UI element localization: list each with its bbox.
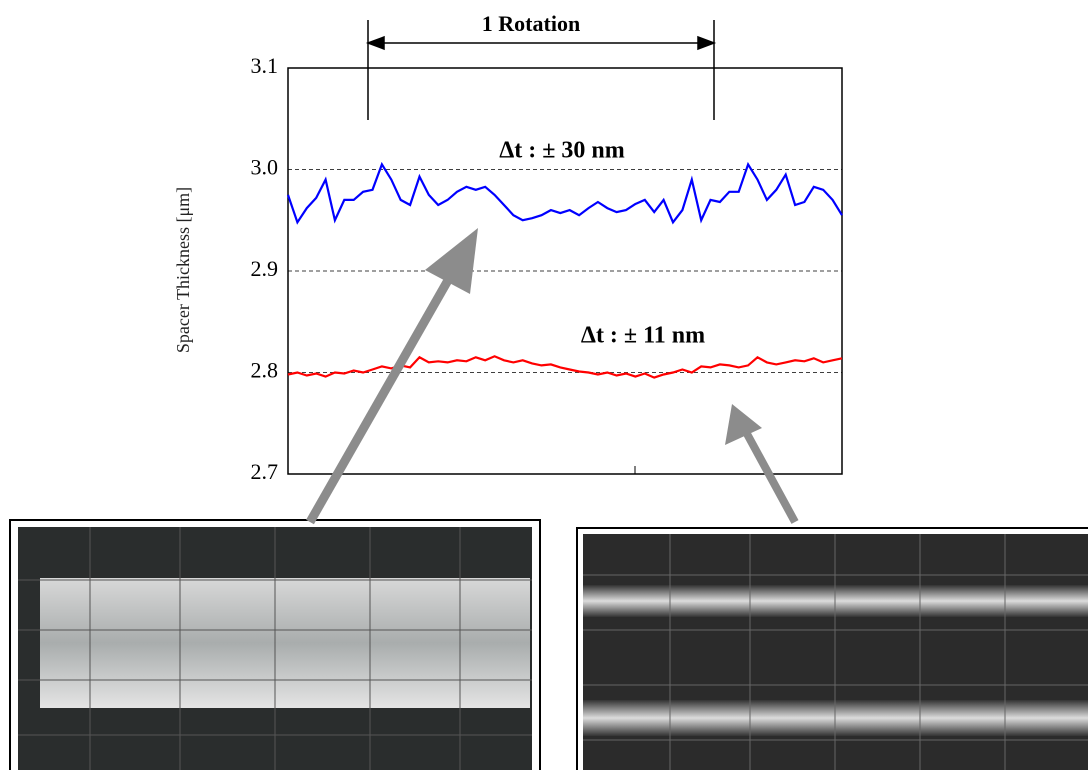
series-line: [287, 355, 843, 379]
y-axis-label: Spacer Thickness [μm]: [173, 187, 193, 353]
rotation-marker: [365, 20, 717, 120]
annotation: 1 Rotation: [482, 11, 580, 36]
plot: 2.7 2.8 2.9 3.0 3.1: [251, 53, 843, 484]
annotation: Δt : ± 30 nm: [499, 138, 625, 164]
scope-photo-right: [576, 527, 1088, 770]
pointer-arrows: [306, 228, 799, 525]
y-tick-label: 2.7: [251, 459, 279, 484]
y-tick-label: 3.0: [251, 155, 279, 180]
annotation: Δt : ± 11 nm: [581, 323, 705, 349]
scope-photo-left: [9, 519, 541, 770]
y-tick-label: 2.8: [251, 358, 279, 383]
series-line: [286, 161, 843, 225]
y-tick-label: 3.1: [251, 53, 279, 78]
y-tick-label: 2.9: [251, 256, 279, 281]
